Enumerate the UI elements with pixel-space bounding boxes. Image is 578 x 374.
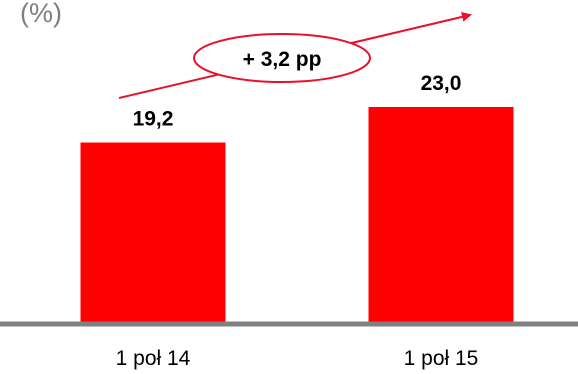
callout-text: + 3,2 pp (243, 48, 322, 71)
value-labels-group: 19,2 23,0 (133, 72, 462, 131)
callout-ellipse (193, 33, 371, 83)
value-label-2: 23,0 (421, 72, 462, 95)
bar-1 (80, 142, 226, 322)
value-label-1: 19,2 (133, 108, 174, 131)
category-label-1: 1 poł 14 (116, 347, 191, 370)
category-labels-group: 1 poł 14 1 poł 15 (116, 347, 479, 370)
category-label-2: 1 poł 15 (404, 347, 479, 370)
bars-group (80, 107, 514, 322)
change-callout: + 3,2 pp (193, 33, 371, 83)
unit-label: (%) (20, 0, 62, 28)
bar-2 (368, 107, 514, 322)
